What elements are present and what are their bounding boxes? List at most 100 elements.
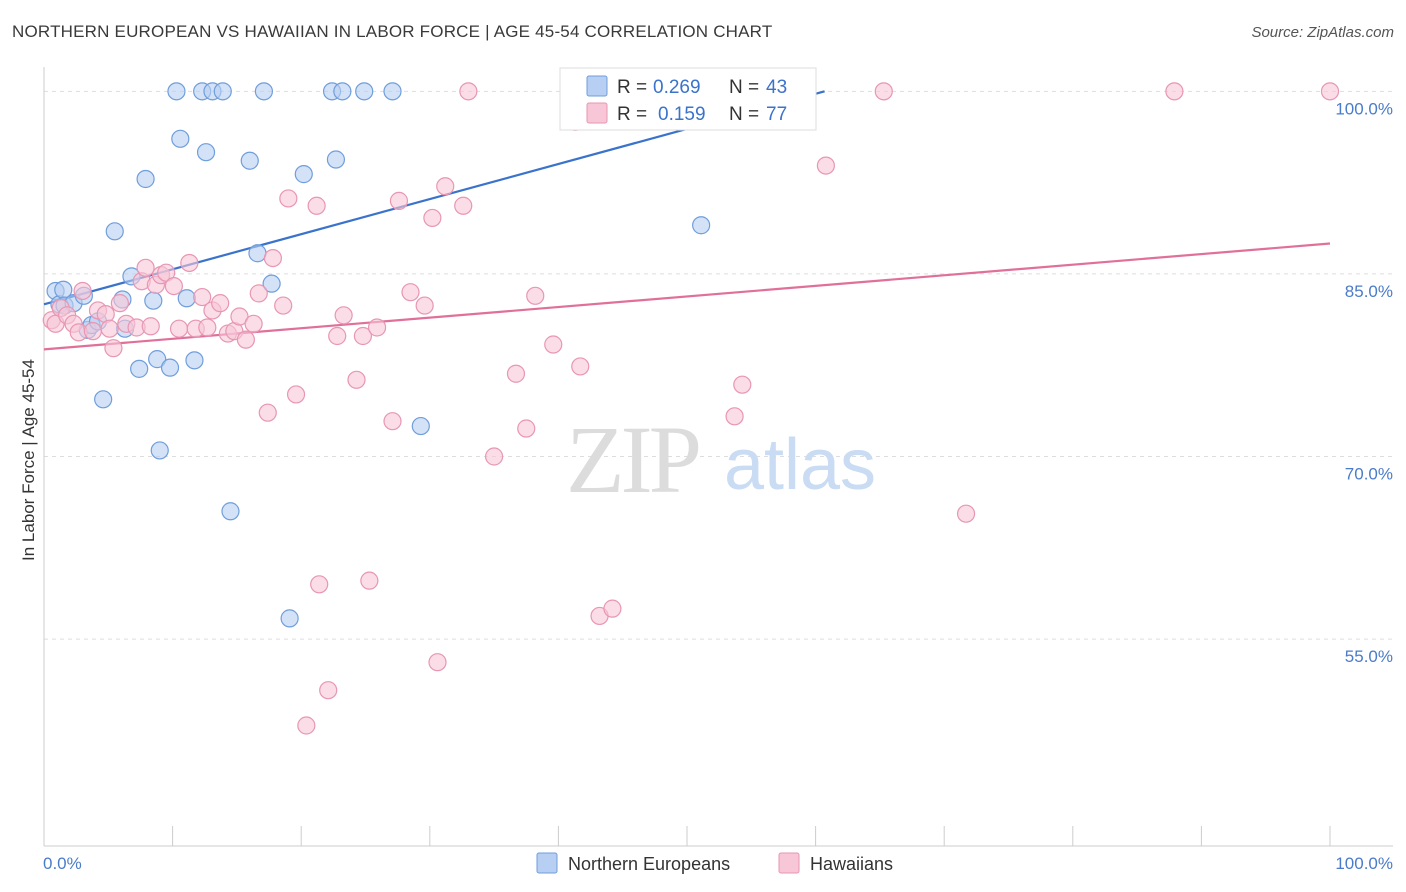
point-northern-europeans [262, 274, 281, 293]
y-tick-labels: 55.0% 70.0% 85.0% 100.0% [1335, 99, 1393, 666]
series-legend: Northern Europeans Hawaiians [536, 852, 893, 874]
point-northern-europeans [196, 143, 216, 162]
point-northern-europeans [171, 129, 190, 148]
data-points [42, 82, 1340, 735]
watermark: ZIP atlas [566, 406, 876, 513]
legend-n-value-blue: 43 [766, 77, 787, 98]
point-hawaiians [198, 318, 217, 337]
point-hawaiians [236, 330, 256, 349]
point-hawaiians [193, 287, 212, 307]
gridlines [44, 90, 1393, 640]
point-hawaiians [367, 318, 387, 337]
point-hawaiians [347, 370, 366, 389]
point-northern-europeans [355, 82, 374, 101]
point-hawaiians [353, 326, 373, 346]
point-hawaiians [279, 189, 298, 208]
point-hawaiians [383, 412, 402, 431]
point-hawaiians [485, 447, 504, 466]
point-hawaiians [230, 307, 249, 326]
trend-line-hawaiians [43, 242, 1331, 351]
y-tick-label: 70.0% [1345, 465, 1393, 484]
point-northern-europeans [185, 351, 204, 370]
point-hawaiians [436, 177, 455, 196]
legend-r-value-blue: 0.269 [653, 77, 701, 98]
legend-n-value-pink: 77 [766, 104, 787, 125]
point-hawaiians [136, 258, 155, 277]
point-hawaiians [517, 419, 536, 438]
stats-legend: R = 0.269 N = 43 R = 0.159 N = 77 [559, 67, 817, 131]
point-northern-europeans [221, 502, 240, 521]
point-northern-europeans [150, 441, 169, 460]
point-hawaiians [544, 335, 563, 354]
point-hawaiians [73, 281, 92, 301]
point-hawaiians [274, 296, 293, 315]
point-hawaiians [733, 375, 752, 394]
point-hawaiians [1165, 82, 1184, 101]
point-hawaiians [454, 196, 473, 215]
point-hawaiians [244, 314, 263, 333]
point-hawaiians [141, 317, 160, 336]
legend-r-label-blue: R = [617, 77, 647, 98]
point-hawaiians [169, 319, 189, 338]
x-tick-label-min: 0.0% [43, 854, 82, 873]
point-hawaiians [389, 191, 409, 210]
point-hawaiians [816, 156, 835, 175]
y-axis-label: In Labor Force | Age 45-54 [19, 359, 38, 561]
point-hawaiians [157, 263, 176, 282]
point-hawaiians [263, 248, 283, 268]
point-hawaiians [211, 294, 230, 313]
point-northern-europeans [177, 289, 196, 308]
watermark-atlas: atlas [724, 425, 876, 505]
point-northern-europeans [130, 359, 149, 378]
watermark-zip: ZIP [566, 406, 699, 513]
point-northern-europeans [240, 151, 259, 170]
point-northern-europeans [294, 165, 313, 184]
point-northern-europeans [333, 82, 352, 101]
point-hawaiians [571, 357, 590, 376]
point-northern-europeans [254, 82, 274, 101]
point-northern-europeans [167, 82, 186, 101]
y-tick-label: 85.0% [1345, 282, 1393, 301]
point-northern-europeans [144, 291, 163, 310]
point-hawaiians [328, 326, 347, 346]
point-northern-europeans [280, 609, 299, 628]
point-hawaiians [104, 339, 123, 358]
point-northern-europeans [326, 150, 346, 169]
point-northern-europeans [411, 416, 430, 436]
chart-title: NORTHERN EUROPEAN VS HAWAIIAN IN LABOR F… [12, 22, 773, 41]
point-hawaiians [100, 319, 119, 338]
point-hawaiians [258, 403, 277, 422]
series-legend-swatch-northern-europeans [536, 852, 558, 874]
point-hawaiians [83, 322, 102, 341]
point-northern-europeans [383, 82, 402, 101]
point-hawaiians [725, 407, 744, 426]
point-hawaiians [334, 306, 353, 325]
point-hawaiians [1320, 82, 1340, 101]
x-tick-label-max: 100.0% [1335, 854, 1393, 873]
legend-n-label-pink: N = [729, 104, 759, 125]
point-hawaiians [286, 385, 306, 404]
point-hawaiians [428, 653, 447, 672]
y-tick-label: 55.0% [1345, 647, 1393, 666]
point-northern-europeans [148, 350, 167, 369]
legend-n-label-blue: N = [729, 77, 759, 98]
series-legend-northern-europeans: Northern Europeans [568, 854, 730, 874]
legend-r-value-pink: 0.159 [658, 104, 706, 125]
point-hawaiians [459, 82, 478, 101]
point-northern-europeans [105, 222, 124, 241]
legend-swatch-blue [586, 75, 608, 97]
point-hawaiians [310, 575, 329, 594]
point-hawaiians [526, 286, 545, 305]
point-hawaiians [874, 82, 893, 101]
legend-r-label-pink: R = [617, 104, 647, 125]
point-hawaiians [506, 364, 526, 383]
point-hawaiians [423, 208, 442, 228]
axes [43, 67, 1393, 847]
point-northern-europeans [692, 216, 711, 235]
point-northern-europeans [160, 358, 180, 377]
point-hawaiians [415, 296, 434, 315]
point-hawaiians [956, 504, 976, 523]
point-northern-europeans [136, 169, 155, 189]
point-hawaiians [319, 681, 338, 700]
point-hawaiians [110, 294, 129, 313]
